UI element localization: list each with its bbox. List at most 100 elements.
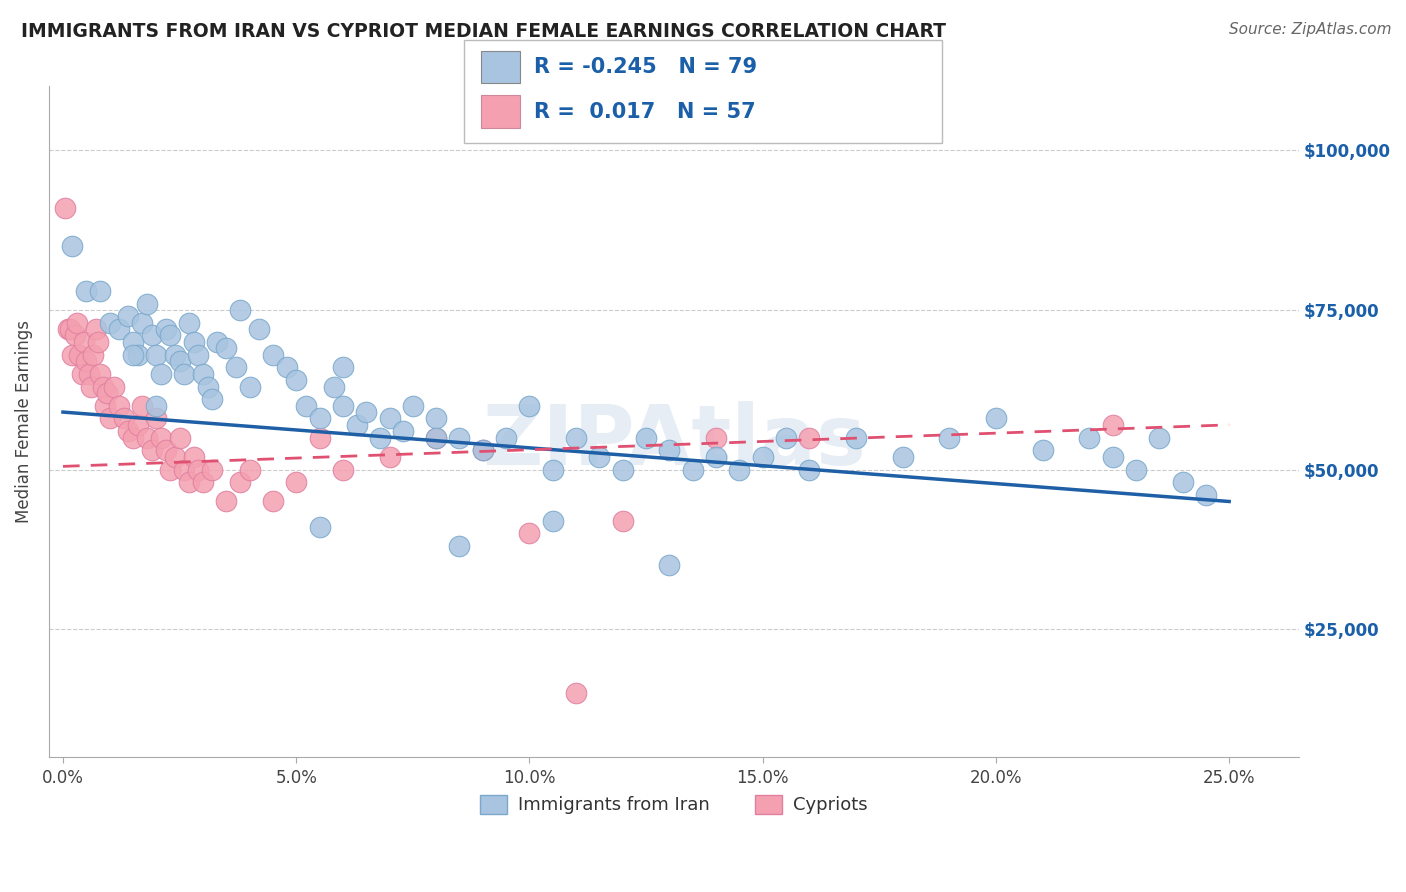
Point (89, 367, 111, 381)
Point (122, 431, 145, 445)
Point (155, 443, 177, 458)
Point (70, 367, 93, 381)
Point (229, 302, 252, 317)
Point (308, 431, 330, 445)
Point (519, 399, 541, 413)
Point (56, 322, 79, 336)
Point (187, 462, 209, 476)
Point (495, 431, 517, 445)
Point (187, 348, 209, 362)
Point (247, 322, 270, 336)
Point (75, 354, 97, 368)
Point (378, 450, 401, 464)
Point (66, 316, 89, 330)
Point (588, 450, 610, 464)
Point (112, 411, 135, 425)
Point (89, 284, 111, 298)
Point (799, 431, 821, 445)
Point (98, 411, 121, 425)
Point (136, 296, 159, 310)
Point (262, 494, 284, 508)
Point (891, 450, 914, 464)
Point (565, 686, 588, 700)
Point (612, 462, 634, 476)
Point (67, 348, 90, 362)
Point (131, 399, 153, 413)
Point (149, 431, 172, 445)
Point (1101, 417, 1123, 432)
Point (1195, 488, 1218, 502)
Point (658, 558, 681, 573)
Point (332, 360, 354, 375)
Point (108, 322, 131, 336)
Point (704, 450, 727, 464)
Point (163, 450, 186, 464)
Point (471, 443, 494, 458)
Point (322, 379, 344, 393)
Point (392, 424, 415, 438)
Point (1032, 443, 1054, 458)
Point (519, 526, 541, 541)
Text: Source: ZipAtlas.com: Source: ZipAtlas.com (1229, 22, 1392, 37)
Point (308, 411, 330, 425)
Point (238, 379, 260, 393)
Point (1147, 431, 1170, 445)
Point (938, 431, 960, 445)
Point (149, 367, 172, 381)
Point (87, 334, 110, 349)
Point (163, 348, 186, 362)
Point (1078, 431, 1101, 445)
Point (346, 417, 368, 432)
Point (173, 462, 195, 476)
Point (197, 379, 219, 393)
Point (191, 475, 214, 490)
Point (1125, 462, 1147, 476)
Point (141, 443, 163, 458)
Point (402, 399, 425, 413)
Point (565, 431, 588, 445)
Point (1171, 475, 1194, 490)
Text: IMMIGRANTS FROM IRAN VS CYPRIOT MEDIAN FEMALE EARNINGS CORRELATION CHART: IMMIGRANTS FROM IRAN VS CYPRIOT MEDIAN F… (21, 22, 946, 41)
Point (127, 348, 149, 362)
Point (1101, 450, 1123, 464)
Point (169, 354, 191, 368)
Point (449, 539, 471, 553)
Point (276, 360, 298, 375)
Point (131, 316, 153, 330)
Point (98, 316, 121, 330)
Point (122, 348, 145, 362)
Point (177, 475, 200, 490)
Point (191, 367, 214, 381)
Point (775, 431, 797, 445)
Point (425, 411, 447, 425)
Point (177, 316, 200, 330)
Point (471, 443, 494, 458)
Point (169, 431, 191, 445)
Point (201, 392, 224, 407)
Point (96, 385, 118, 400)
Point (103, 379, 125, 393)
Point (541, 514, 564, 528)
Point (84, 322, 107, 336)
Point (173, 367, 195, 381)
Point (332, 462, 354, 476)
Text: R = -0.245   N = 79: R = -0.245 N = 79 (534, 57, 758, 77)
Point (354, 405, 377, 419)
Point (704, 431, 727, 445)
Point (308, 520, 330, 534)
Point (136, 431, 159, 445)
Point (636, 431, 658, 445)
Legend: Immigrants from Iran, Cypriots: Immigrants from Iran, Cypriots (474, 788, 875, 822)
Point (155, 322, 177, 336)
Point (59, 322, 82, 336)
Point (159, 462, 181, 476)
Text: ZIPAtlas: ZIPAtlas (482, 401, 866, 483)
Point (145, 348, 167, 362)
Point (285, 475, 308, 490)
Point (80, 379, 103, 393)
Point (60, 348, 83, 362)
Point (285, 373, 308, 387)
Point (63, 328, 86, 343)
Point (332, 399, 354, 413)
Point (159, 328, 181, 343)
